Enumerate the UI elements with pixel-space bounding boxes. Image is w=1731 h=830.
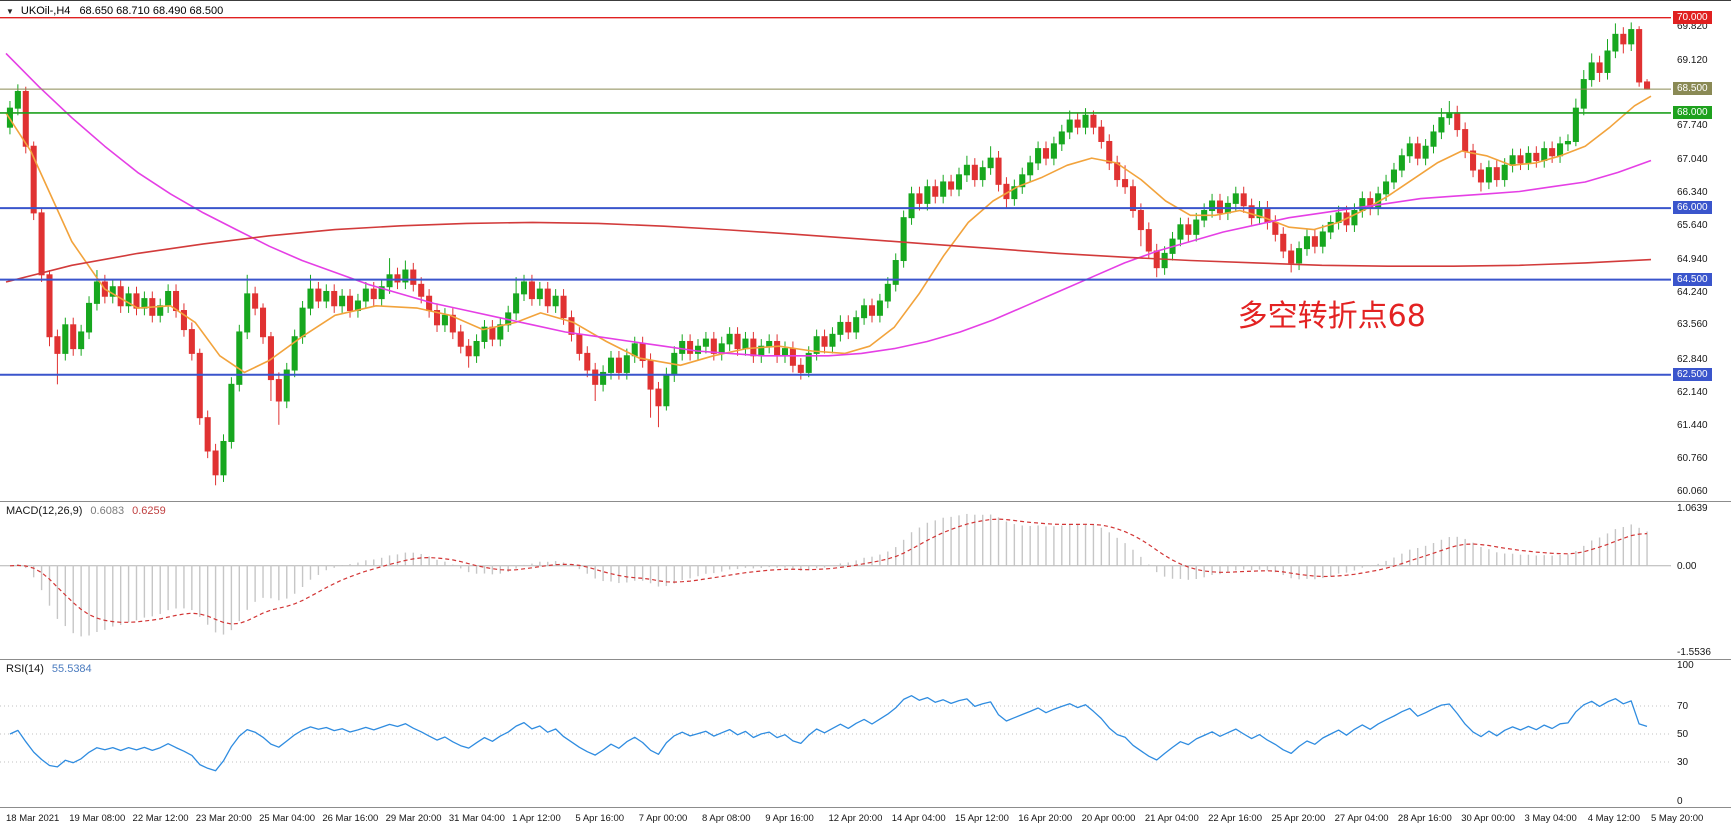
time-tick-label: 19 Mar 08:00 xyxy=(69,813,126,824)
price-axis: 69.820 69.120 67.740 67.040 66.340 65.640 64.9… xyxy=(1671,1,1731,501)
ohlc-readout: 68.650 68.710 68.490 68.500 xyxy=(79,5,224,17)
macd-chart xyxy=(0,513,1671,637)
rsi-value: 55.5384 xyxy=(51,663,92,675)
time-tick-label: 5 May 20:00 xyxy=(1651,813,1704,824)
time-tick-label: 16 Apr 20:00 xyxy=(1018,813,1073,824)
chart-annotation-text: 多空转折点68 xyxy=(1237,299,1426,334)
time-tick-label: 3 May 04:00 xyxy=(1524,813,1577,824)
macd-signal-line xyxy=(9,518,1648,625)
price-tick: 62.140 xyxy=(1677,386,1708,398)
symbol-period-label: UKOil-,H4 xyxy=(20,5,71,17)
macd-header: MACD(12,26,9) 0.6083 0.6259 xyxy=(6,505,166,517)
time-tick-label: 1 Apr 12:00 xyxy=(512,813,561,824)
candlestick-chart xyxy=(0,17,1671,486)
rsi-axis: 100 70 50 30 0 xyxy=(1671,660,1731,807)
moving-averages xyxy=(5,52,1652,374)
time-tick-label: 28 Apr 16:00 xyxy=(1397,813,1452,824)
macd-tick: 1.0639 xyxy=(1677,503,1708,514)
rsi-level-lines xyxy=(0,705,1671,763)
time-tick-label: 22 Apr 16:00 xyxy=(1208,813,1262,824)
time-tick-label: 18 Mar 2021 xyxy=(6,813,60,824)
price-tick: 61.440 xyxy=(1677,420,1708,432)
price-tick: 63.560 xyxy=(1677,319,1708,331)
time-tick-label: 9 Apr 16:00 xyxy=(765,813,814,824)
time-tick-label: 20 Apr 00:00 xyxy=(1081,813,1136,824)
time-tick-label: 12 Apr 20:00 xyxy=(828,813,883,824)
time-tick-label: 31 Mar 04:00 xyxy=(448,813,505,824)
price-tick: 67.740 xyxy=(1677,120,1708,132)
rsi-tick: 0 xyxy=(1677,796,1683,807)
price-tick: 60.760 xyxy=(1677,452,1708,464)
rsi-panel[interactable]: RSI(14) 55.5384 100 70 50 30 0 xyxy=(0,659,1731,807)
price-tick: 66.340 xyxy=(1677,186,1708,198)
price-tick: 67.040 xyxy=(1677,153,1708,165)
price-level-badge: 68.000 xyxy=(1673,105,1712,119)
time-tick-label: 5 Apr 16:00 xyxy=(575,813,625,824)
price-level-badge: 66.000 xyxy=(1673,201,1712,215)
time-tick-label: 25 Mar 04:00 xyxy=(259,813,316,824)
price-level-badge: 70.000 xyxy=(1673,10,1712,24)
rsi-tick: 70 xyxy=(1677,701,1689,712)
macd-value-main: 0.6083 xyxy=(90,505,125,517)
macd-axis: 1.0639 0.00 -1.5536 xyxy=(1671,502,1731,659)
time-tick-label: 15 Apr 12:00 xyxy=(955,813,1009,824)
price-tick: 62.840 xyxy=(1677,353,1708,365)
price-tick: 65.640 xyxy=(1677,220,1708,232)
price-tick: 69.120 xyxy=(1677,54,1708,66)
time-tick-label: 14 Apr 04:00 xyxy=(891,813,946,824)
price-tick: 60.060 xyxy=(1677,486,1708,497)
horizontal-lines xyxy=(0,17,1671,376)
symbol-dropdown-icon[interactable]: ▼ xyxy=(6,6,14,16)
macd-tick: 0.00 xyxy=(1677,560,1697,572)
time-tick-label: 27 Apr 04:00 xyxy=(1334,813,1389,824)
time-tick-label: 29 Mar 20:00 xyxy=(385,813,442,824)
price-level-badge: 64.500 xyxy=(1673,272,1712,286)
macd-panel[interactable]: MACD(12,26,9) 0.6083 0.6259 1.0639 0.00 -1… xyxy=(0,501,1731,659)
price-tick: 64.240 xyxy=(1677,286,1708,298)
time-axis[interactable]: 18 Mar 2021 19 Mar 08:00 22 Mar 12:00 23 Ma… xyxy=(0,807,1731,830)
price-tick: 69.820 xyxy=(1677,21,1708,33)
time-tick-label: 7 Apr 00:00 xyxy=(638,813,688,824)
time-tick-label: 21 Apr 04:00 xyxy=(1144,813,1199,824)
price-tick: 64.940 xyxy=(1677,253,1708,265)
candles xyxy=(6,22,1651,486)
rsi-header: RSI(14) 55.5384 xyxy=(6,663,92,675)
time-tick-label: 30 Apr 00:00 xyxy=(1461,813,1516,824)
time-tick-label: 25 Apr 20:00 xyxy=(1271,813,1326,824)
time-tick-label: 8 Apr 08:00 xyxy=(701,813,751,824)
price-level-badge: 68.500 xyxy=(1673,82,1712,96)
rsi-tick: 50 xyxy=(1677,729,1689,740)
rsi-label: RSI(14) xyxy=(6,663,44,675)
rsi-chart xyxy=(0,695,1671,772)
time-tick-label: 26 Mar 16:00 xyxy=(322,813,379,824)
macd-value-signal: 0.6259 xyxy=(132,505,166,517)
time-tick-label: 22 Mar 12:00 xyxy=(132,813,189,824)
rsi-tick: 30 xyxy=(1677,757,1689,768)
rsi-tick: 100 xyxy=(1677,660,1694,671)
macd-tick: -1.5536 xyxy=(1677,646,1711,658)
chart-title: ▼ UKOil-,H4 68.650 68.710 68.490 68.500 xyxy=(6,5,223,17)
macd-histogram xyxy=(17,513,1648,637)
rsi-line xyxy=(9,695,1648,772)
price-level-badge: 62.500 xyxy=(1673,367,1712,381)
time-tick-label: 23 Mar 20:00 xyxy=(195,813,252,824)
time-tick-label: 4 May 12:00 xyxy=(1587,813,1641,824)
macd-label: MACD(12,26,9) xyxy=(6,505,83,517)
main-chart-panel[interactable]: ▼ UKOil-,H4 68.650 68.710 68.490 68.500 … xyxy=(0,1,1731,501)
